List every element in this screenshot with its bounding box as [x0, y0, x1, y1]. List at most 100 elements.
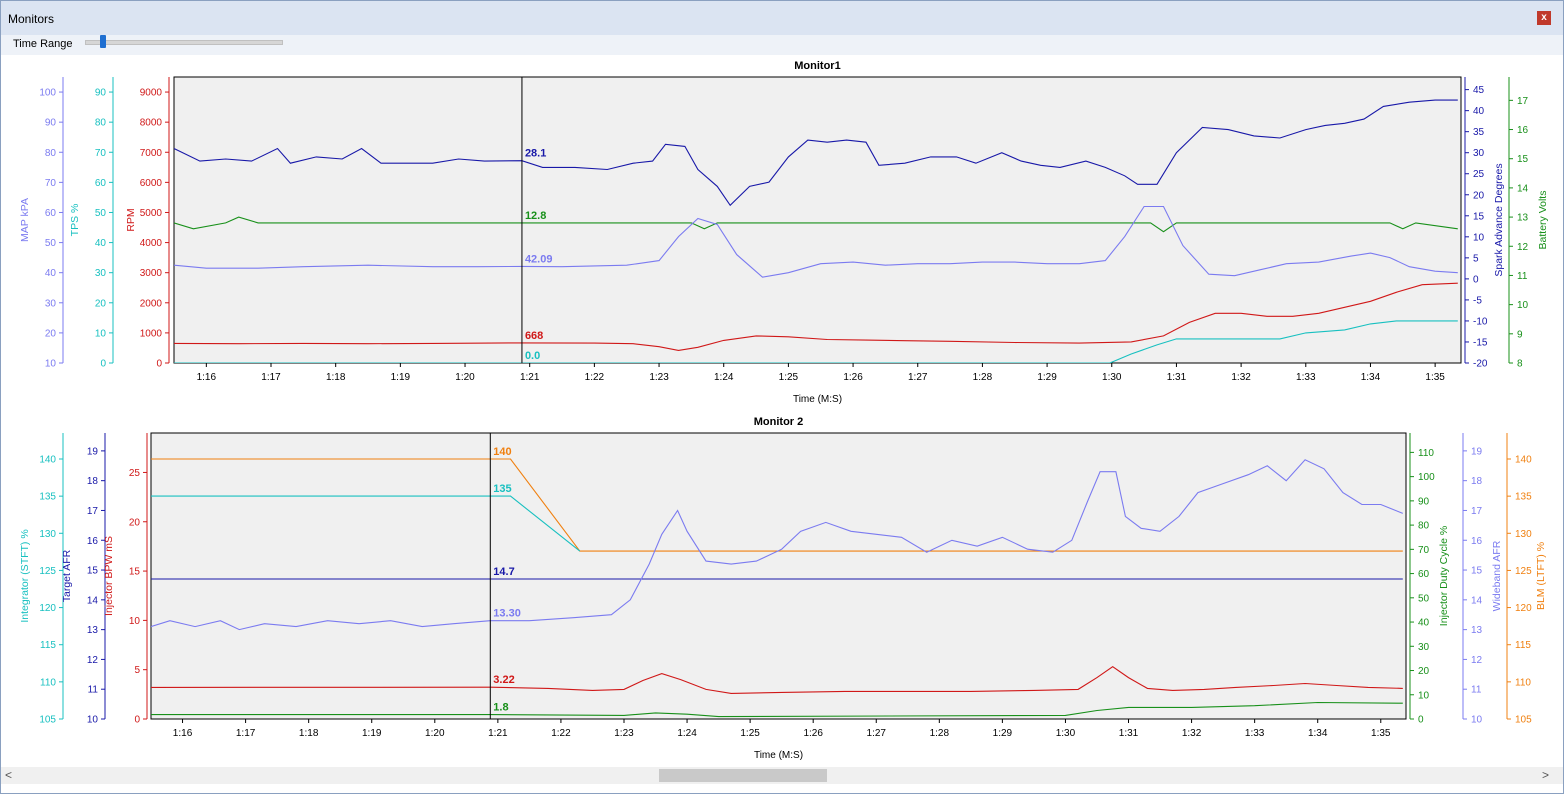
x-tick-label: 1:17	[236, 728, 256, 739]
cursor-value-blm-ltft: 140	[493, 446, 511, 458]
x-tick-label: 1:34	[1308, 728, 1328, 739]
x-tick-label: 1:32	[1182, 728, 1202, 739]
y-tick-label: 105	[39, 715, 56, 726]
y-tick-label: 60	[1418, 569, 1430, 580]
series-line-tps	[174, 320, 1458, 363]
x-tick-label: 1:33	[1296, 372, 1316, 383]
x-tick-label: 1:24	[677, 728, 697, 739]
y-axis-title: BLM (LTFT) %	[1535, 542, 1547, 610]
series-line-integrator-stft	[151, 495, 581, 552]
y-tick-label: 10	[1517, 300, 1529, 311]
y-tick-label: 13	[1517, 213, 1529, 224]
y-tick-label: 5	[134, 665, 140, 676]
y-tick-label: 17	[1517, 96, 1529, 107]
y-axis-title: Battery Volts	[1537, 191, 1549, 250]
y-axis-title: Wideband AFR	[1491, 540, 1503, 611]
scrollbar-thumb[interactable]	[659, 769, 827, 782]
y-axis-title: Injector Duty Cycle %	[1438, 526, 1450, 626]
y-tick-label: 50	[1418, 593, 1430, 604]
x-tick-label: 1:16	[197, 372, 217, 383]
cursor-value-map-kpa: 42.09	[525, 253, 553, 265]
y-tick-label: -5	[1473, 295, 1482, 306]
y-tick-label: 135	[39, 492, 56, 503]
y-axis-wideband-afr: 10 11 12 13 14 15 16 17 18 19 Wideband AFR	[1462, 433, 1503, 726]
y-tick-label: 110	[40, 677, 56, 688]
toolbar: Time Range	[1, 35, 1563, 55]
y-tick-label: 10	[1471, 715, 1483, 726]
y-tick-label: 10	[129, 616, 141, 627]
y-tick-label: 9000	[140, 88, 163, 99]
y-tick-label: 80	[1418, 521, 1430, 532]
title-bar: Monitors x	[1, 1, 1563, 35]
y-tick-label: 80	[45, 148, 57, 159]
y-tick-label: 40	[1473, 106, 1485, 117]
series-line-injector-bpw-ms	[151, 666, 1403, 694]
y-tick-label: 12	[1471, 655, 1483, 666]
y-axis-title: RPM	[125, 208, 137, 231]
y-tick-label: 70	[1418, 545, 1430, 556]
x-tick-label: 1:29	[1037, 372, 1057, 383]
x-tick-label: 1:24	[714, 372, 734, 383]
y-tick-label: 15	[1473, 211, 1485, 222]
x-tick-label: 1:34	[1361, 372, 1381, 383]
x-tick-label: 1:18	[299, 728, 319, 739]
series-line-injector-duty-cycle	[151, 701, 1403, 718]
x-tick-label: 1:29	[993, 728, 1013, 739]
x-tick-label: 1:25	[740, 728, 760, 739]
y-tick-label: 135	[1515, 492, 1532, 503]
chart-title: Monitor 2	[754, 416, 804, 428]
y-tick-label: 16	[87, 536, 99, 547]
y-tick-label: 6000	[140, 178, 163, 189]
y-tick-label: 20	[129, 517, 141, 528]
y-tick-label: 80	[95, 118, 107, 129]
time-range-slider-thumb[interactable]	[100, 35, 106, 48]
y-tick-label: -15	[1473, 337, 1488, 348]
series-line-battery-volts	[174, 216, 1458, 233]
x-tick-label: 1:31	[1167, 372, 1187, 383]
close-button[interactable]: x	[1537, 11, 1551, 25]
y-axis-rpm: 0 1000 2000 3000 4000 5000 6000 7000 8000 9000 RPM	[125, 77, 170, 370]
y-axis-title: Integrator (STFT) %	[19, 529, 31, 622]
y-tick-label: 20	[1418, 666, 1430, 677]
cursor-value-injector-duty-cycle: 1.8	[493, 702, 508, 714]
chart-monitor1: Monitor1 Time (M:S) 1:16 1:17 1:18 1:19 1:20 1:…	[19, 60, 1549, 405]
y-tick-label: 17	[87, 506, 99, 517]
y-tick-label: 20	[1473, 190, 1485, 201]
y-tick-label: 130	[39, 529, 56, 540]
y-tick-label: 0	[134, 715, 140, 726]
x-tick-label: 1:21	[520, 372, 540, 383]
y-tick-label: 90	[45, 118, 57, 129]
y-tick-label: 0	[156, 359, 162, 370]
x-tick-label: 1:27	[908, 372, 928, 383]
time-range-slider[interactable]	[85, 40, 283, 45]
y-tick-label: 50	[45, 238, 57, 249]
y-axis-integrator-stft: 105 110 115 120 125 130 135 140 Integrator (STFT…	[19, 433, 64, 726]
x-tick-label: 1:20	[455, 372, 475, 383]
y-tick-label: 110	[1418, 448, 1434, 459]
y-tick-label: -10	[1473, 316, 1488, 327]
chart-monitor-2: Monitor 2 Time (M:S) 1:16 1:17 1:18 1:19 1:20 1…	[19, 416, 1547, 761]
scroll-right-arrow[interactable]: >	[1542, 768, 1550, 782]
x-tick-label: 1:17	[261, 372, 281, 383]
series-line-blm-ltft	[151, 458, 1403, 552]
x-tick-label: 1:28	[930, 728, 950, 739]
y-tick-label: 70	[95, 148, 107, 159]
y-tick-label: 3000	[140, 268, 163, 279]
cursor-value-target-afr: 14.7	[493, 566, 514, 578]
horizontal-scrollbar[interactable]: < >	[1, 767, 1563, 784]
x-tick-label: 1:23	[614, 728, 634, 739]
y-tick-label: 50	[95, 208, 107, 219]
x-tick-label: 1:21	[488, 728, 508, 739]
y-axis-blm-ltft: 105 110 115 120 125 130 135 140 BLM (LTFT) %	[1506, 433, 1547, 726]
y-tick-label: 20	[45, 328, 57, 339]
y-tick-label: 30	[45, 298, 57, 309]
y-tick-label: 105	[1515, 715, 1532, 726]
y-tick-label: 11	[1471, 685, 1482, 696]
time-range-label: Time Range	[13, 38, 73, 50]
y-tick-label: 8	[1517, 359, 1523, 370]
x-axis-label: Time (M:S)	[754, 750, 803, 761]
series-line-wideband-afr	[151, 459, 1404, 631]
scroll-left-arrow[interactable]: <	[5, 768, 13, 782]
x-tick-label: 1:35	[1425, 372, 1445, 383]
